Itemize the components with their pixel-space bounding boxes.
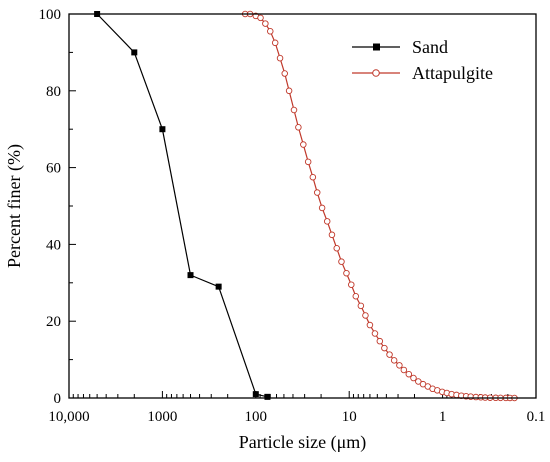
- legend-label: Attapulgite: [412, 63, 493, 83]
- data-point: [396, 362, 403, 369]
- data-point: [131, 49, 138, 56]
- data-point: [309, 173, 317, 181]
- data-point: [362, 312, 369, 319]
- data-point: [386, 351, 393, 358]
- data-point: [295, 124, 302, 131]
- data-point: [276, 54, 284, 62]
- data-point: [159, 126, 166, 133]
- y-tick-label: 100: [39, 7, 62, 23]
- x-tick-label: 0.1: [527, 409, 546, 425]
- data-point: [290, 106, 298, 114]
- data-point: [187, 272, 194, 279]
- data-point: [285, 87, 293, 95]
- data-point: [271, 39, 279, 47]
- y-tick-label: 20: [46, 314, 61, 330]
- data-point: [333, 244, 340, 252]
- data-point: [400, 366, 408, 374]
- legend-item-attapulgite: Attapulgite: [352, 63, 493, 83]
- data-point: [381, 344, 388, 352]
- legend-marker: [372, 69, 380, 77]
- data-point: [323, 218, 331, 225]
- tick-labels: 10,000 1000 100 10 1 0.1 0 20 40 60 80 100: [39, 7, 546, 425]
- x-tick-label: 10,000: [48, 409, 89, 425]
- data-point: [338, 258, 345, 265]
- data-point: [343, 269, 350, 277]
- series-line: [96, 13, 268, 398]
- x-tick-label: 1: [439, 409, 447, 425]
- data-point: [376, 337, 384, 345]
- x-axis-title: Particle size (μm): [239, 432, 367, 453]
- data-point: [267, 28, 274, 35]
- y-tick-label: 80: [46, 84, 61, 100]
- data-point: [328, 231, 336, 239]
- data-point: [390, 357, 398, 364]
- y-tick-label: 0: [54, 391, 62, 407]
- data-point: [262, 20, 269, 27]
- x-tick-label: 100: [245, 409, 268, 425]
- data-point: [252, 391, 259, 398]
- series-layer: [94, 10, 518, 402]
- y-tick-label: 40: [46, 237, 61, 253]
- data-point: [348, 281, 355, 288]
- data-point: [313, 189, 321, 196]
- data-point: [257, 14, 264, 22]
- legend-marker: [373, 43, 380, 51]
- series-sand: [94, 11, 271, 400]
- data-point: [415, 378, 422, 385]
- data-point: [366, 321, 374, 329]
- data-point: [264, 393, 271, 400]
- data-point: [357, 302, 365, 310]
- legend-item-sand: Sand: [352, 37, 448, 57]
- data-point: [371, 330, 379, 337]
- series-attapulgite: [241, 10, 518, 402]
- x-tick-label: 1000: [147, 409, 177, 425]
- plot-frame: [68, 13, 537, 399]
- data-point: [281, 70, 288, 77]
- x-tick-label: 10: [342, 409, 357, 425]
- y-axis-title: Percent finer (%): [4, 144, 25, 268]
- data-point: [215, 283, 222, 290]
- data-point: [405, 370, 413, 378]
- data-point: [318, 204, 326, 212]
- legend: Sand Attapulgite: [352, 37, 493, 83]
- data-point: [352, 292, 360, 300]
- y-tick-label: 60: [46, 161, 61, 177]
- data-point: [304, 158, 312, 166]
- data-point: [410, 374, 417, 382]
- legend-label: Sand: [412, 37, 448, 57]
- data-point: [300, 141, 307, 148]
